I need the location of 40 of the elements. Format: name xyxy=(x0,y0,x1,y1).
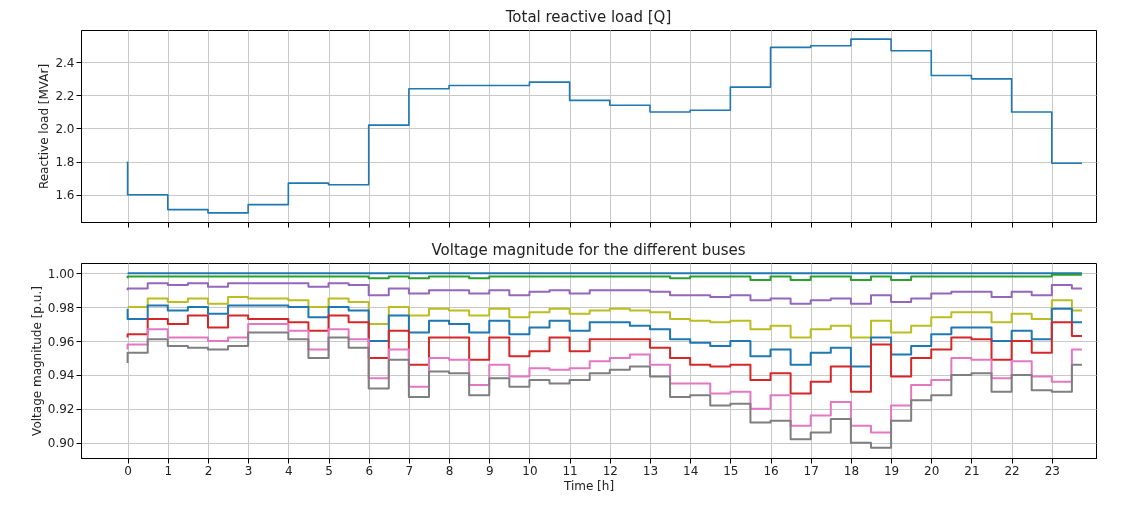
x-tick-label: 21 xyxy=(964,463,980,478)
x-tick-label: 13 xyxy=(642,463,659,478)
x-tick-label: 8 xyxy=(445,463,454,478)
x-axis-title: Time [h] xyxy=(562,478,615,493)
chart-title: Voltage magnitude for the different buses xyxy=(431,241,746,259)
x-tick-label: 4 xyxy=(285,463,293,478)
x-tick-label: 9 xyxy=(485,463,494,478)
y-tick-label: 1.8 xyxy=(55,155,75,170)
x-tick-label: 11 xyxy=(562,463,578,478)
y-tick-label: 0.94 xyxy=(47,368,75,383)
x-tick-label: 20 xyxy=(924,463,940,478)
y-tick-label: 2.4 xyxy=(55,55,75,70)
x-tick-label: 2 xyxy=(204,463,213,478)
chart-title: Total reactive load [Q] xyxy=(504,8,672,26)
x-tick-label: 19 xyxy=(883,463,900,478)
x-tick-label: 15 xyxy=(723,463,739,478)
x-tick-label: 14 xyxy=(683,463,699,478)
y-tick-label: 0.96 xyxy=(47,334,75,349)
y-axis-title: Reactive load [MVAr] xyxy=(37,63,52,190)
x-tick-label: 6 xyxy=(365,463,374,478)
x-tick-label: 16 xyxy=(763,463,779,478)
y-tick-label: 2.0 xyxy=(55,121,75,136)
x-tick-label: 23 xyxy=(1044,463,1060,478)
x-tick-label: 18 xyxy=(843,463,860,478)
y-axis-title: Voltage magnitude [p.u.] xyxy=(29,286,44,436)
y-tick-label: 2.2 xyxy=(55,88,75,103)
x-tick-label: 0 xyxy=(124,463,132,478)
x-tick-label: 12 xyxy=(602,463,618,478)
y-tick-label: 0.90 xyxy=(47,436,75,451)
y-tick-label: 0.92 xyxy=(47,402,75,417)
y-tick-label: 1.6 xyxy=(55,188,75,203)
x-tick-label: 5 xyxy=(325,463,333,478)
x-tick-label: 17 xyxy=(803,463,819,478)
x-tick-label: 7 xyxy=(405,463,414,478)
x-tick-label: 22 xyxy=(1004,463,1020,478)
x-tick-label: 3 xyxy=(244,463,253,478)
y-tick-label: 0.98 xyxy=(47,300,75,315)
x-tick-label: 1 xyxy=(164,463,173,478)
x-tick-label: 10 xyxy=(522,463,538,478)
y-tick-label: 1.00 xyxy=(47,266,75,281)
